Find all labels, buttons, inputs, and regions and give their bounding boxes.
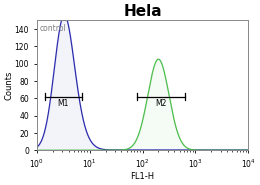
Y-axis label: Counts: Counts	[4, 71, 13, 100]
Text: M2: M2	[155, 99, 167, 108]
Text: control: control	[39, 24, 66, 33]
X-axis label: FL1-H: FL1-H	[131, 172, 155, 181]
Text: M1: M1	[57, 99, 69, 108]
Title: Hela: Hela	[123, 4, 162, 19]
